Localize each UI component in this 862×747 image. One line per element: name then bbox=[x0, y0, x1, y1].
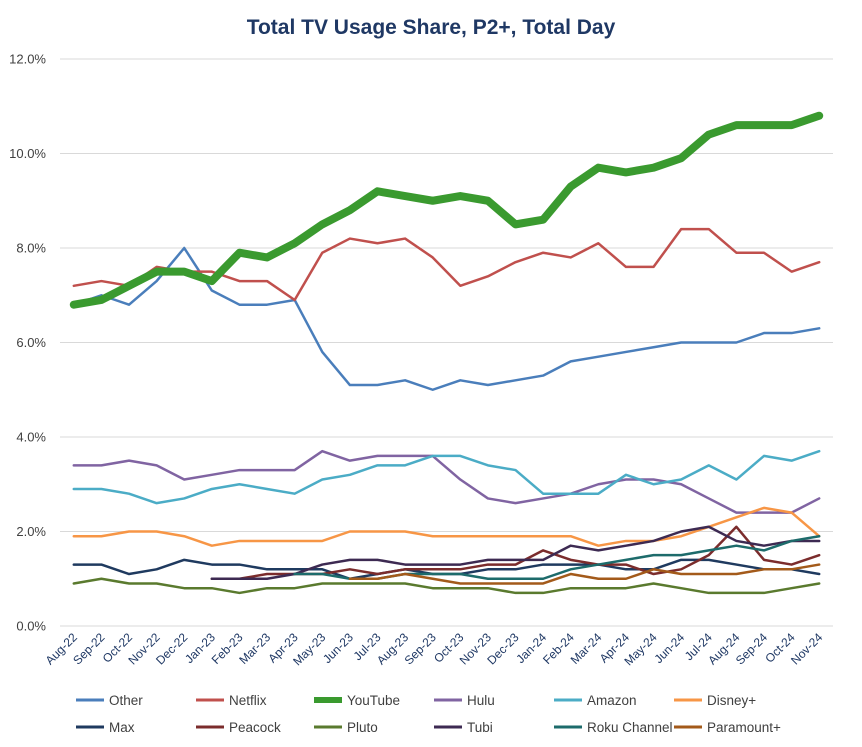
x-tick-label: Sep-24 bbox=[733, 630, 770, 667]
legend-label-other: Other bbox=[109, 693, 143, 708]
chart-title: Total TV Usage Share, P2+, Total Day bbox=[247, 16, 616, 39]
y-tick-label: 0.0% bbox=[16, 619, 46, 634]
y-tick-label: 2.0% bbox=[16, 524, 46, 539]
legend-label-paramount: Paramount+ bbox=[707, 720, 781, 735]
x-tick-label: Jun-24 bbox=[651, 630, 687, 666]
x-tick-label: Dec-22 bbox=[153, 630, 190, 667]
x-axis-ticks: Aug-22Sep-22Oct-22Nov-22Dec-22Jan-23Feb-… bbox=[43, 630, 826, 668]
x-tick-label: Mar-23 bbox=[236, 630, 273, 667]
legend-label-pluto: Pluto bbox=[347, 720, 378, 735]
series-line-amazon bbox=[72, 449, 821, 505]
legend-label-tubi: Tubi bbox=[467, 720, 493, 735]
series-line-paramount bbox=[348, 563, 821, 585]
x-tick-label: Sep-23 bbox=[402, 630, 439, 667]
series-line-other bbox=[72, 246, 821, 391]
x-tick-label: Sep-22 bbox=[70, 630, 107, 667]
x-tick-label: Jun-23 bbox=[320, 630, 356, 666]
y-axis-ticks: 0.0% 2.0% 4.0% 6.0% 8.0% 10.0% 12.0% bbox=[9, 52, 46, 634]
y-tick-label: 12.0% bbox=[9, 52, 46, 67]
series-line-pluto bbox=[72, 577, 821, 595]
legend-label-amazon: Amazon bbox=[587, 693, 637, 708]
legend-label-disney: Disney+ bbox=[707, 693, 756, 708]
y-tick-label: 6.0% bbox=[16, 335, 46, 350]
legend-label-roku-channel: Roku Channel bbox=[587, 720, 673, 735]
legend-label-hulu: Hulu bbox=[467, 693, 495, 708]
legend-label-peacock: Peacock bbox=[229, 720, 281, 735]
gridlines bbox=[60, 58, 833, 627]
x-tick-label: Nov-24 bbox=[788, 630, 825, 667]
legend-label-netflix: Netflix bbox=[229, 693, 267, 708]
series-line-youtube bbox=[69, 111, 824, 309]
x-tick-label: Mar-24 bbox=[568, 630, 605, 667]
y-tick-label: 10.0% bbox=[9, 146, 46, 161]
x-tick-label: Dec-23 bbox=[484, 630, 521, 667]
legend-label-youtube: YouTube bbox=[347, 693, 400, 708]
series-line-hulu bbox=[72, 449, 821, 514]
legend-label-max: Max bbox=[109, 720, 135, 735]
legend: Other Netflix YouTube Hulu Amazon Disney+ Max P… bbox=[76, 693, 781, 735]
y-tick-label: 8.0% bbox=[16, 241, 46, 256]
y-tick-label: 4.0% bbox=[16, 430, 46, 445]
series-line-tubi bbox=[210, 525, 821, 580]
series-lines bbox=[69, 111, 824, 595]
series-line-netflix bbox=[72, 227, 821, 302]
series-line-disney bbox=[72, 506, 821, 547]
